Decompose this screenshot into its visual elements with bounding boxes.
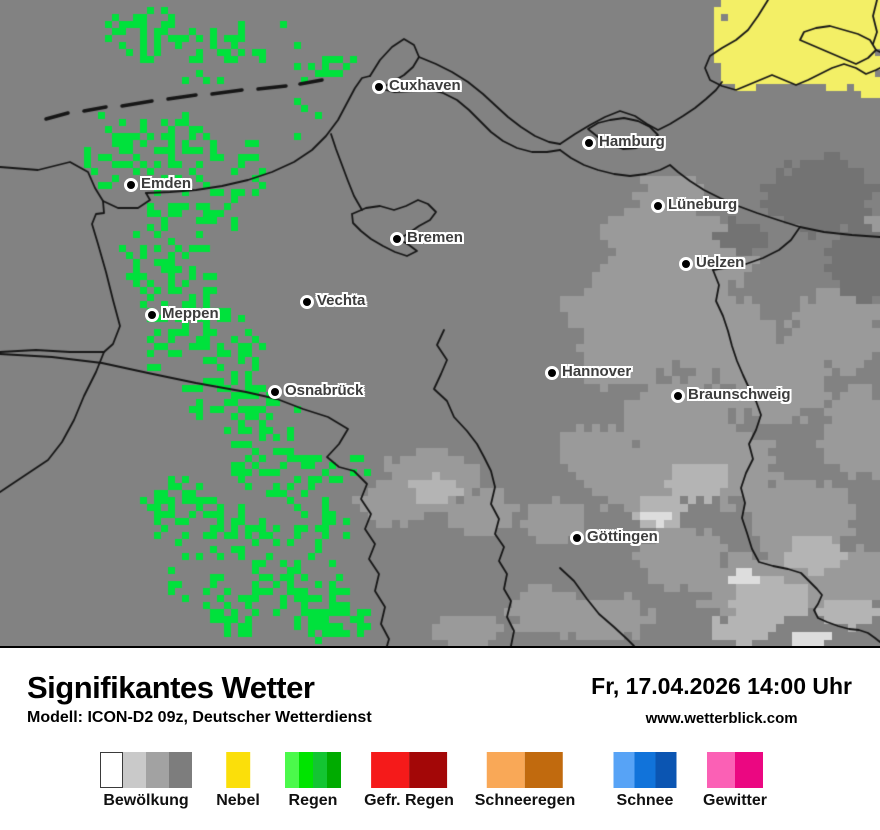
city-label-hamburg: Hamburg bbox=[599, 133, 665, 150]
datetime: Fr, 17.04.2026 14:00 Uhr bbox=[591, 673, 852, 699]
datetime-block: Fr, 17.04.2026 14:00 Uhr www.wetterblick… bbox=[591, 673, 852, 727]
legend-label: Bewölkung bbox=[103, 792, 189, 809]
legend-swatch-cell bbox=[123, 752, 146, 788]
legend-swatch-cell bbox=[655, 752, 677, 788]
legend-label: Gefr. Regen bbox=[364, 792, 454, 809]
city-label-cuxhaven: Cuxhaven bbox=[389, 77, 461, 94]
legend-item-gewitter: Gewitter bbox=[703, 752, 767, 810]
city-label-osnabr-ck: Osnabrück bbox=[285, 382, 364, 399]
page-title: Signifikantes Wetter bbox=[27, 670, 315, 705]
legend-swatch-regen bbox=[285, 752, 341, 788]
city-dot-hannover bbox=[545, 366, 559, 380]
legend-swatch-cell bbox=[327, 752, 341, 788]
legend-label: Schneeregen bbox=[474, 792, 576, 809]
legend-swatch-gewitter bbox=[706, 752, 763, 788]
city-dot-braunschweig bbox=[671, 389, 685, 403]
city-label-braunschweig: Braunschweig bbox=[688, 386, 791, 403]
legend-swatch-cell bbox=[734, 752, 763, 788]
legend-label: Regen bbox=[288, 792, 338, 809]
city-dot-cuxhaven bbox=[372, 80, 386, 94]
city-dot-hamburg bbox=[582, 136, 596, 150]
city-label-hannover: Hannover bbox=[562, 363, 632, 380]
legend-swatch-schneeregen bbox=[486, 752, 563, 788]
legend-swatch-cell bbox=[409, 752, 447, 788]
legend-swatch-cell bbox=[169, 752, 192, 788]
legend-swatch-cell bbox=[486, 752, 525, 788]
legend-swatch-cell bbox=[313, 752, 327, 788]
legend-item-schnee: Schnee bbox=[613, 752, 677, 810]
city-dot-l-neburg bbox=[651, 199, 665, 213]
legend-swatch-cell bbox=[634, 752, 656, 788]
legend-swatch-cell bbox=[613, 752, 635, 788]
city-dot-uelzen bbox=[679, 257, 693, 271]
legend-label: Schnee bbox=[616, 792, 674, 809]
weather-map: Cuxhaven Hamburg Emden Lüneburg Bremen Uelzen… bbox=[0, 0, 880, 648]
city-dot-bremen bbox=[390, 232, 404, 246]
legend-item-bew-lkung: Bewölkung bbox=[100, 752, 192, 810]
city-dot-emden bbox=[124, 178, 138, 192]
city-label-meppen: Meppen bbox=[162, 305, 219, 322]
city-dot-vechta bbox=[300, 295, 314, 309]
city-dot-meppen bbox=[145, 308, 159, 322]
city-label-vechta: Vechta bbox=[317, 292, 366, 309]
legend-swatch-cell bbox=[524, 752, 563, 788]
legend-swatch-bew-lkung bbox=[100, 752, 192, 788]
legend-item-gefr-regen: Gefr. Regen bbox=[364, 752, 454, 810]
legend-swatch-cell bbox=[100, 752, 123, 788]
city-label-l-neburg: Lüneburg bbox=[668, 196, 738, 213]
legend-item-nebel: Nebel bbox=[216, 752, 260, 810]
city-label-uelzen: Uelzen bbox=[696, 254, 745, 271]
legend-swatch-schnee bbox=[613, 752, 677, 788]
legend-item-schneeregen: Schneeregen bbox=[475, 752, 575, 810]
legend-label: Gewitter bbox=[702, 792, 768, 809]
footer: Signifikantes Wetter Modell: ICON-D2 09z… bbox=[0, 648, 880, 830]
legend: Bewölkung Nebel Regen Gefr. Regen Schneerege… bbox=[0, 752, 880, 822]
legend-swatch-nebel bbox=[225, 752, 250, 788]
legend-swatch-cell bbox=[299, 752, 313, 788]
legend-label: Nebel bbox=[216, 792, 260, 809]
weather-map-canvas bbox=[0, 0, 880, 646]
city-dot-osnabr-ck bbox=[268, 385, 282, 399]
legend-swatch-cell bbox=[371, 752, 409, 788]
city-dot-g-ttingen bbox=[570, 531, 584, 545]
model-info: Modell: ICON-D2 09z, Deutscher Wetterdie… bbox=[27, 709, 372, 726]
legend-swatch-cell bbox=[225, 752, 250, 788]
city-label-emden: Emden bbox=[141, 175, 192, 192]
city-label-bremen: Bremen bbox=[407, 229, 463, 246]
legend-swatch-gefr-regen bbox=[371, 752, 447, 788]
legend-swatch-cell bbox=[146, 752, 169, 788]
legend-item-regen: Regen bbox=[285, 752, 341, 810]
website: www.wetterblick.com bbox=[645, 710, 798, 727]
city-label-g-ttingen: Göttingen bbox=[587, 528, 658, 545]
legend-swatch-cell bbox=[285, 752, 299, 788]
legend-swatch-cell bbox=[706, 752, 735, 788]
